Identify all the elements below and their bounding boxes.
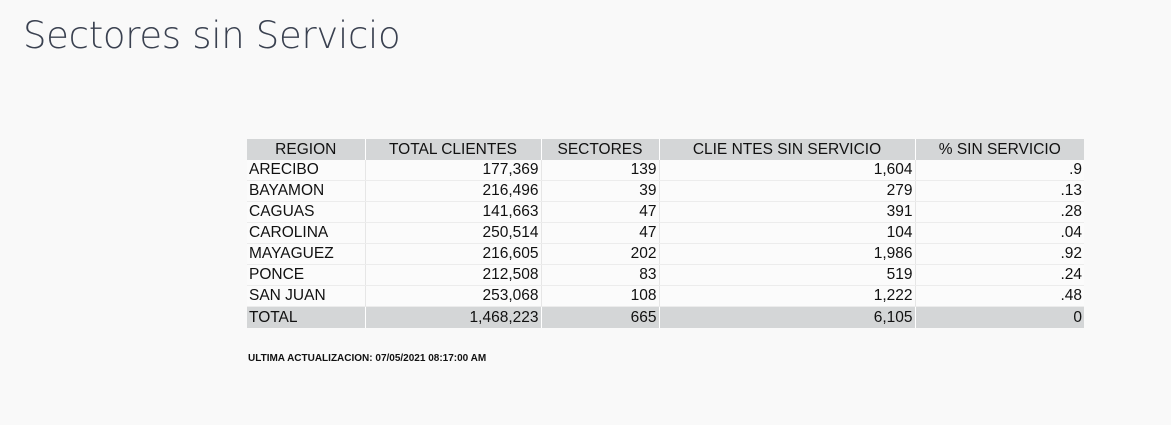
cell-pct-sin-servicio: .04 (915, 222, 1084, 244)
cell-pct-sin-servicio: .28 (915, 201, 1084, 223)
page-title: Sectores sin Servicio (23, 14, 401, 57)
last-update-text: ULTIMA ACTUALIZACION: 07/05/2021 08:17:0… (248, 353, 487, 364)
cell-clientes-sin-servicio: 1,222 (659, 285, 916, 307)
total-clientes-sin-servicio: 6,105 (659, 306, 916, 328)
cell-region: MAYAGUEZ (247, 243, 366, 265)
header-pct-sin-servicio: % SIN SERVICIO (915, 139, 1084, 160)
cell-region: CAGUAS (247, 201, 366, 223)
table-row: PONCE 212,508 83 519 .24 (247, 264, 1084, 286)
cell-clientes-sin-servicio: 279 (659, 180, 916, 202)
header-clientes-sin-servicio: CLIE NTES SIN SERVICIO (659, 139, 916, 160)
table-footer: TOTAL 1,468,223 665 6,105 0 (247, 306, 1084, 328)
cell-region: PONCE (247, 264, 366, 286)
header-total-clientes: TOTAL CLIENTES (365, 139, 542, 160)
cell-region: CAROLINA (247, 222, 366, 244)
cell-clientes-sin-servicio: 519 (659, 264, 916, 286)
cell-pct-sin-servicio: .92 (915, 243, 1084, 265)
cell-sectores: 83 (541, 264, 660, 286)
cell-clientes-sin-servicio: 104 (659, 222, 916, 244)
total-sectores: 665 (541, 306, 660, 328)
table-row: ARECIBO 177,369 139 1,604 .9 (247, 160, 1084, 181)
table-header: REGION TOTAL CLIENTES SECTORES CLIE NTES… (247, 139, 1084, 160)
cell-region: BAYAMON (247, 180, 366, 202)
cell-total-clientes: 216,496 (365, 180, 542, 202)
cell-pct-sin-servicio: .13 (915, 180, 1084, 202)
table-row: SAN JUAN 253,068 108 1,222 .48 (247, 285, 1084, 307)
cell-clientes-sin-servicio: 391 (659, 201, 916, 223)
table-row: CAGUAS 141,663 47 391 .28 (247, 201, 1084, 223)
cell-pct-sin-servicio: .9 (915, 160, 1084, 181)
table-row: MAYAGUEZ 216,605 202 1,986 .92 (247, 243, 1084, 265)
cell-sectores: 39 (541, 180, 660, 202)
cell-clientes-sin-servicio: 1,604 (659, 160, 916, 181)
table-row: BAYAMON 216,496 39 279 .13 (247, 180, 1084, 202)
cell-pct-sin-servicio: .24 (915, 264, 1084, 286)
header-row: REGION TOTAL CLIENTES SECTORES CLIE NTES… (247, 139, 1084, 160)
outage-table-container: REGION TOTAL CLIENTES SECTORES CLIE NTES… (247, 139, 1084, 328)
cell-region: ARECIBO (247, 160, 366, 181)
cell-total-clientes: 212,508 (365, 264, 542, 286)
cell-sectores: 139 (541, 160, 660, 181)
cell-sectores: 47 (541, 222, 660, 244)
cell-total-clientes: 141,663 (365, 201, 542, 223)
total-label: TOTAL (247, 306, 366, 328)
table-row: CAROLINA 250,514 47 104 .04 (247, 222, 1084, 244)
cell-clientes-sin-servicio: 1,986 (659, 243, 916, 265)
cell-sectores: 47 (541, 201, 660, 223)
cell-sectores: 108 (541, 285, 660, 307)
cell-sectores: 202 (541, 243, 660, 265)
outage-table: REGION TOTAL CLIENTES SECTORES CLIE NTES… (247, 139, 1084, 328)
total-clientes: 1,468,223 (365, 306, 542, 328)
total-pct-sin-servicio: 0 (915, 306, 1084, 328)
table-body: ARECIBO 177,369 139 1,604 .9 BAYAMON 216… (247, 160, 1084, 307)
header-region: REGION (247, 139, 366, 160)
cell-region: SAN JUAN (247, 285, 366, 307)
total-row: TOTAL 1,468,223 665 6,105 0 (247, 306, 1084, 328)
cell-total-clientes: 250,514 (365, 222, 542, 244)
cell-total-clientes: 216,605 (365, 243, 542, 265)
cell-pct-sin-servicio: .48 (915, 285, 1084, 307)
cell-total-clientes: 177,369 (365, 160, 542, 181)
cell-total-clientes: 253,068 (365, 285, 542, 307)
header-sectores: SECTORES (541, 139, 660, 160)
